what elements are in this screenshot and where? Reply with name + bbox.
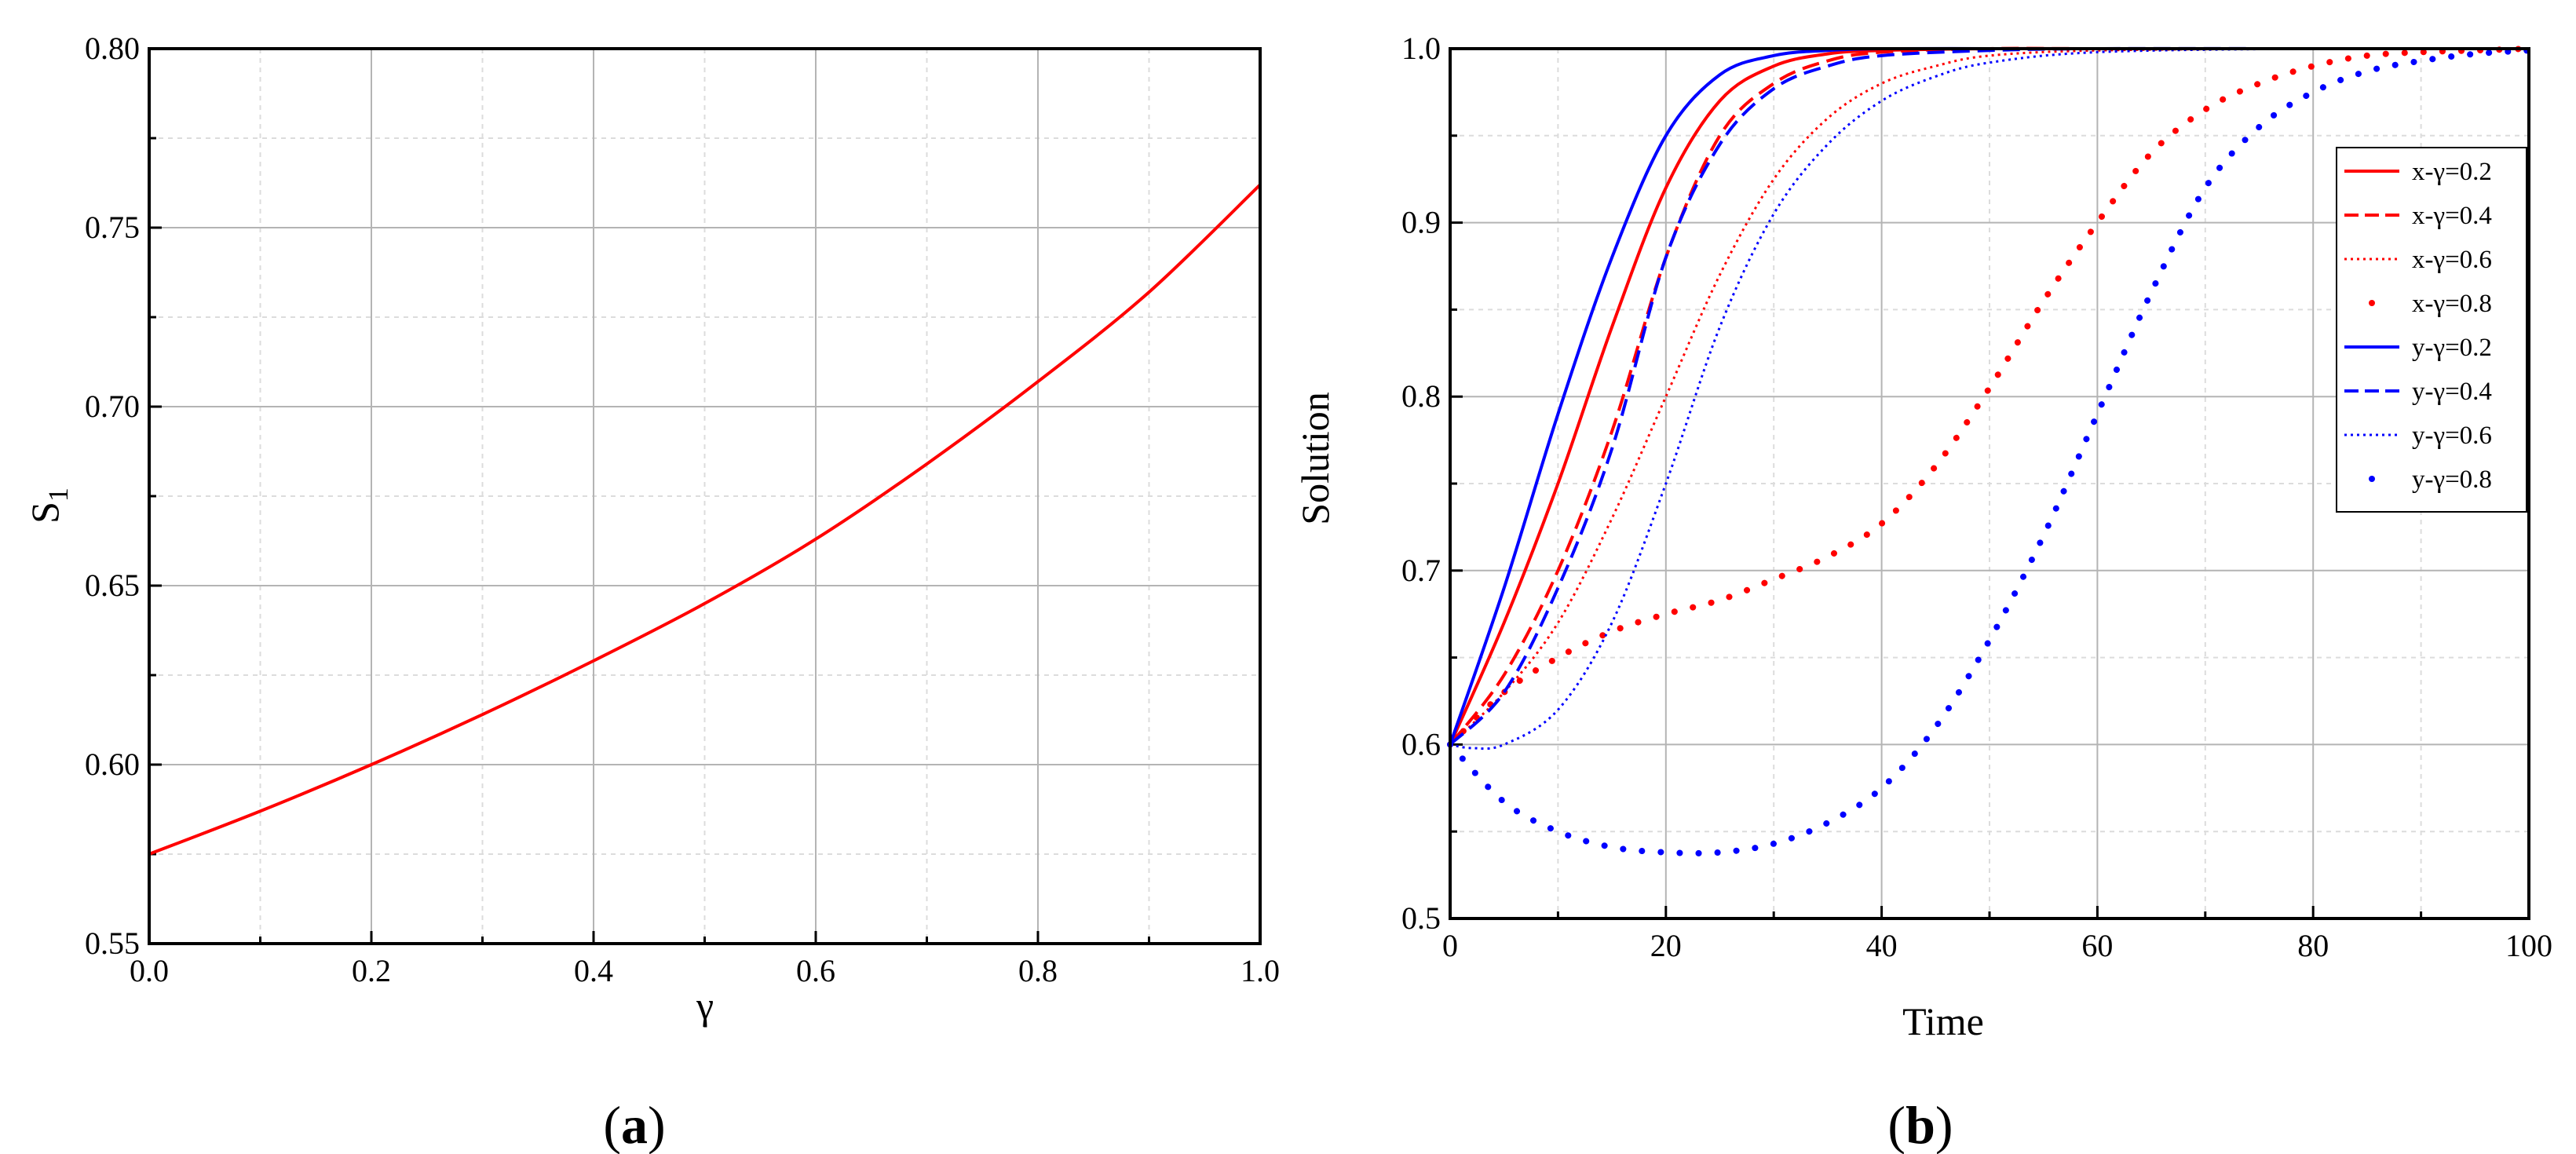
x-tick-label: 0.8 bbox=[1018, 953, 1058, 988]
x-tick-label: 100 bbox=[2505, 928, 2552, 963]
caption-close: ) bbox=[648, 1095, 666, 1154]
legend-swatch bbox=[2369, 476, 2375, 482]
x-tick-label: 80 bbox=[2297, 928, 2329, 963]
y-tick-label: 0.9 bbox=[1401, 205, 1441, 240]
y-tick-label: 0.5 bbox=[1401, 900, 1441, 936]
caption-close: ) bbox=[1935, 1095, 1953, 1154]
plot-frame bbox=[148, 47, 1262, 945]
y-tick-label: 0.75 bbox=[85, 210, 140, 245]
panel-a-ylabel: S1 bbox=[23, 488, 74, 524]
panel-a-xlabel: γ bbox=[696, 984, 714, 1028]
y-tick-label: 1.0 bbox=[1401, 31, 1441, 66]
y-tick-label: 0.8 bbox=[1401, 378, 1441, 414]
caption-letter: b bbox=[1906, 1095, 1935, 1154]
x-tick-label: 0 bbox=[1442, 928, 1458, 963]
legend-label: y-γ=0.8 bbox=[2412, 466, 2492, 494]
legend-label: x-γ=0.2 bbox=[2412, 158, 2492, 186]
series-line-7 bbox=[1449, 47, 2530, 750]
series-line-8 bbox=[1447, 47, 2532, 856]
y-tick-label: 0.65 bbox=[85, 568, 140, 603]
y-tick-label: 0.70 bbox=[85, 389, 140, 424]
panel-b-chart: 0 20 40 60 80 1000.50.60.70.80.91.0x-γ=0.2x-γ… bbox=[1401, 31, 2552, 963]
panel-b-caption: (b) bbox=[1887, 1095, 1953, 1154]
panel-a-chart: 0.0 0.2 0.4 0.6 0.8 1.0 0.55 0.60 0.65 0.70 0.75 0.… bbox=[85, 31, 1280, 988]
x-tick-label: 0.6 bbox=[796, 953, 835, 988]
panel-a-ylabel-sub: 1 bbox=[42, 488, 74, 502]
panel-b-ylabel: Solution bbox=[1293, 392, 1337, 524]
series-line-1 bbox=[148, 183, 1262, 856]
legend-label: y-γ=0.6 bbox=[2412, 422, 2492, 450]
legend-label: x-γ=0.8 bbox=[2412, 290, 2492, 318]
legend-swatch bbox=[2369, 300, 2375, 306]
panel-a-ylabel-main: S bbox=[23, 502, 67, 524]
caption-open: ( bbox=[1887, 1095, 1906, 1154]
y-tick-label: 0.55 bbox=[85, 926, 140, 961]
x-tick-label: 1.0 bbox=[1240, 953, 1280, 988]
legend-box bbox=[2336, 147, 2527, 513]
x-tick-label: 0.0 bbox=[130, 953, 169, 988]
x-tick-label: 20 bbox=[1650, 928, 1682, 963]
y-tick-label: 0.80 bbox=[85, 31, 140, 66]
legend: x-γ=0.2 x-γ=0.4 x-γ=0.6 x-γ=0.8 y-γ=0.2 y-γ=0… bbox=[2336, 147, 2527, 513]
legend-label: x-γ=0.6 bbox=[2412, 246, 2492, 274]
legend-label: y-γ=0.2 bbox=[2412, 334, 2492, 362]
x-tick-label: 40 bbox=[1866, 928, 1898, 963]
panel-b-xlabel: Time bbox=[1902, 999, 1984, 1043]
y-tick-label: 0.60 bbox=[85, 747, 140, 782]
caption-open: ( bbox=[603, 1095, 621, 1154]
y-tick-label: 0.7 bbox=[1401, 553, 1441, 588]
x-tick-label: 60 bbox=[2081, 928, 2113, 963]
legend-label: y-γ=0.4 bbox=[2412, 378, 2492, 406]
x-tick-label: 0.2 bbox=[352, 953, 391, 988]
legend-label: x-γ=0.4 bbox=[2412, 202, 2492, 230]
y-tick-label: 0.6 bbox=[1401, 726, 1441, 761]
plot-frame bbox=[1449, 47, 2530, 920]
x-tick-label: 0.4 bbox=[574, 953, 613, 988]
panel-a-caption: (a) bbox=[603, 1095, 665, 1154]
caption-letter: a bbox=[621, 1095, 648, 1154]
